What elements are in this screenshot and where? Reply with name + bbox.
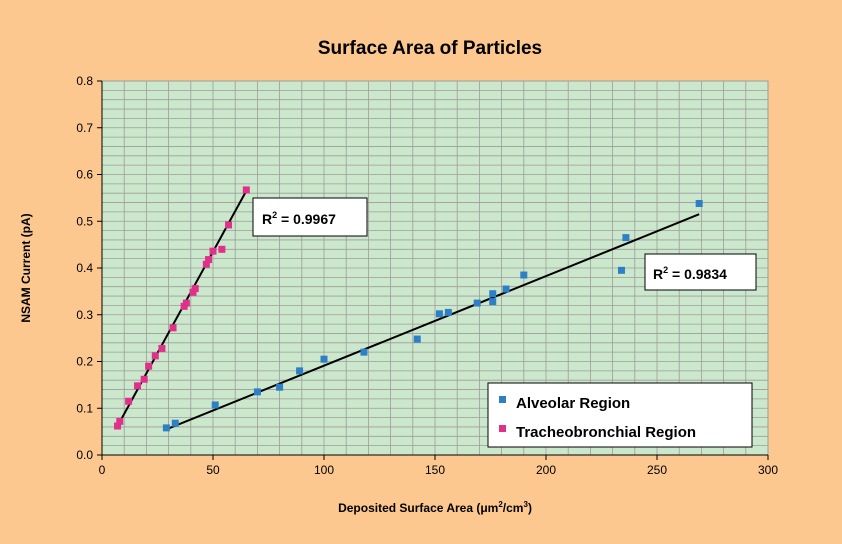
- data-point-alveolar: [473, 299, 481, 307]
- data-point-alveolar: [489, 290, 497, 298]
- data-point-tracheobronchial: [182, 299, 190, 307]
- data-point-tracheobronchial: [225, 221, 233, 229]
- x-tick-label: 200: [536, 463, 556, 477]
- legend: Alveolar Region Tracheobronchial Region: [487, 382, 753, 448]
- data-point-tracheobronchial: [145, 362, 153, 370]
- data-point-alveolar: [444, 308, 452, 316]
- data-point-alveolar: [435, 310, 443, 318]
- data-point-alveolar: [360, 348, 368, 356]
- data-point-alveolar: [622, 234, 630, 242]
- data-point-alveolar: [276, 383, 284, 391]
- y-tick-label: 0.3: [76, 308, 93, 322]
- x-tick-label: 0: [99, 463, 106, 477]
- data-point-tracheobronchial: [158, 344, 166, 352]
- y-tick-label: 0.7: [76, 121, 93, 135]
- data-point-tracheobronchial: [242, 186, 250, 194]
- data-point-alveolar: [253, 388, 261, 396]
- data-point-tracheobronchial: [114, 422, 122, 430]
- data-point-alveolar: [502, 285, 510, 293]
- data-point-tracheobronchial: [151, 352, 159, 360]
- r-squared-label: R2 = 0.9967: [262, 210, 336, 227]
- data-point-tracheobronchial: [209, 247, 217, 255]
- data-point-alveolar: [162, 424, 170, 432]
- data-point-tracheobronchial: [189, 288, 197, 296]
- data-point-alveolar: [413, 335, 421, 343]
- data-point-tracheobronchial: [202, 260, 210, 268]
- r-squared-alveolar: R2 = 0.9834: [644, 253, 757, 291]
- y-tick-label: 0.6: [76, 168, 93, 182]
- chart-title: Surface Area of Particles: [318, 38, 542, 59]
- data-point-tracheobronchial: [116, 417, 124, 425]
- data-point-alveolar: [520, 271, 528, 279]
- y-tick-label: 0.2: [76, 355, 93, 369]
- y-tick-label: 0.1: [76, 401, 93, 415]
- y-tick-label: 0.8: [76, 74, 93, 88]
- y-tick-label: 0.0: [76, 448, 93, 462]
- y-axis-label: NSAM Current (pA): [19, 213, 33, 322]
- axes: 0.0 0.1 0.2 0.3 0.4 0.5 0.6 0.7 0.8 0 50 100 150 200 2…: [76, 74, 778, 477]
- data-point-alveolar: [695, 199, 703, 207]
- data-point-alveolar: [617, 266, 625, 274]
- data-point-tracheobronchial: [140, 375, 148, 383]
- legend-box: [487, 382, 753, 448]
- data-point-tracheobronchial: [169, 324, 177, 332]
- data-point-tracheobronchial: [218, 245, 226, 253]
- x-tick-label: 300: [758, 463, 778, 477]
- y-axis-title: NSAM Current (pA): [19, 213, 33, 322]
- data-point-alveolar: [171, 419, 179, 427]
- data-point-tracheobronchial: [125, 397, 133, 405]
- y-tick-label: 0.5: [76, 214, 93, 228]
- r-squared-label: R2 = 0.9834: [653, 265, 727, 282]
- legend-marker-alveolar: [499, 396, 506, 403]
- legend-label-alveolar: Alveolar Region: [516, 395, 630, 412]
- r-squared-box: [252, 197, 368, 237]
- x-tick-label: 50: [206, 463, 220, 477]
- legend-label-tracheobronchial: Tracheobronchial Region: [516, 424, 696, 441]
- data-point-tracheobronchial: [205, 256, 213, 264]
- x-tick-label: 150: [425, 463, 445, 477]
- x-tick-label: 100: [314, 463, 334, 477]
- data-point-tracheobronchial: [191, 285, 199, 293]
- data-point-tracheobronchial: [134, 382, 142, 390]
- legend-marker-tracheobronchial: [499, 425, 506, 432]
- r-squared-tracheobronchial: R2 = 0.9967: [252, 197, 368, 237]
- x-axis-label: Deposited Surface Area (μm2/cm3): [338, 500, 532, 515]
- data-point-alveolar: [296, 367, 304, 375]
- data-point-alveolar: [489, 298, 497, 306]
- data-point-alveolar: [211, 401, 219, 409]
- data-points: [114, 186, 703, 432]
- r-squared-box: [644, 253, 757, 291]
- x-tick-label: 250: [647, 463, 667, 477]
- y-tick-label: 0.4: [76, 261, 93, 275]
- data-point-alveolar: [320, 355, 328, 363]
